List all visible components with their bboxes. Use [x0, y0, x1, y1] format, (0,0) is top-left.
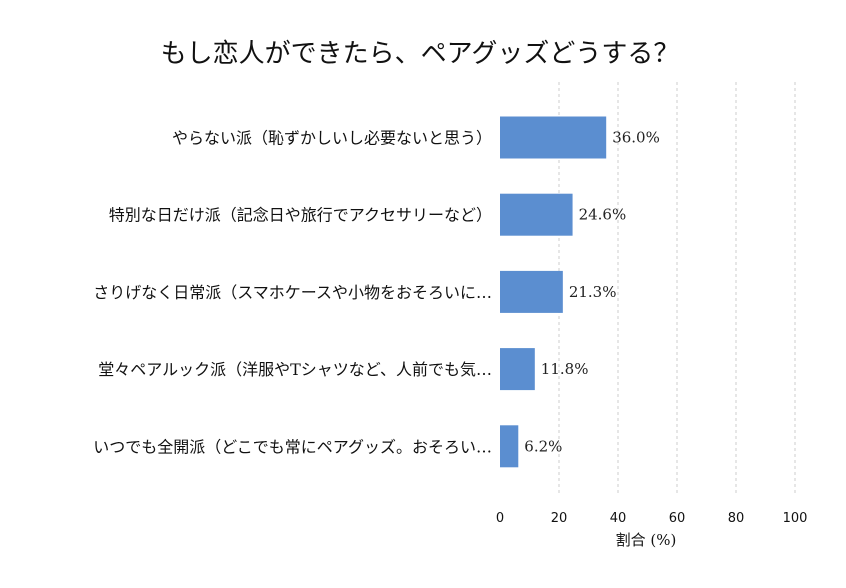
value-label: 24.6% — [579, 206, 627, 224]
bar — [500, 116, 607, 159]
bar — [500, 270, 563, 313]
grid-lines — [558, 82, 796, 496]
category-label: いつでも全開派（どこでも常にペアグッズ。おそろい… — [93, 437, 492, 456]
category-label: さりげなく日常派（スマホケースや小物をおそろいに… — [93, 283, 492, 302]
x-axis-ticks: 0 20 40 60 80 100 — [496, 511, 808, 526]
chart-title: もし恋人ができたら、ペアグッズどうする？ — [161, 39, 680, 69]
bars — [500, 116, 607, 468]
x-tick-label: 60 — [669, 511, 686, 526]
value-labels: 36.0% 24.6% 21.3% 11.8% 6.2% — [524, 129, 660, 456]
category-label: 堂々ペアルック派（洋服やTシャツなど、人前でも気… — [98, 360, 492, 379]
bar — [500, 193, 573, 236]
x-tick-label: 100 — [783, 511, 808, 526]
category-label: やらない派（恥ずかしいし必要ないと思う） — [172, 129, 492, 148]
x-tick-label: 20 — [551, 511, 568, 526]
x-axis-label: 割合 (%) — [616, 531, 677, 549]
category-labels: やらない派（恥ずかしいし必要ないと思う） 特別な日だけ派（記念日や旅行でアクセサリ… — [93, 129, 492, 457]
value-label: 11.8% — [541, 360, 589, 378]
bar — [500, 348, 535, 391]
x-tick-label: 40 — [610, 511, 627, 526]
category-label: 特別な日だけ派（記念日や旅行でアクセサリーなど） — [109, 206, 492, 225]
value-label: 6.2% — [524, 437, 562, 455]
bar — [500, 425, 519, 468]
value-label: 36.0% — [612, 129, 660, 147]
x-tick-label: 80 — [728, 511, 745, 526]
x-tick-label: 0 — [496, 511, 504, 526]
value-label: 21.3% — [569, 283, 617, 301]
